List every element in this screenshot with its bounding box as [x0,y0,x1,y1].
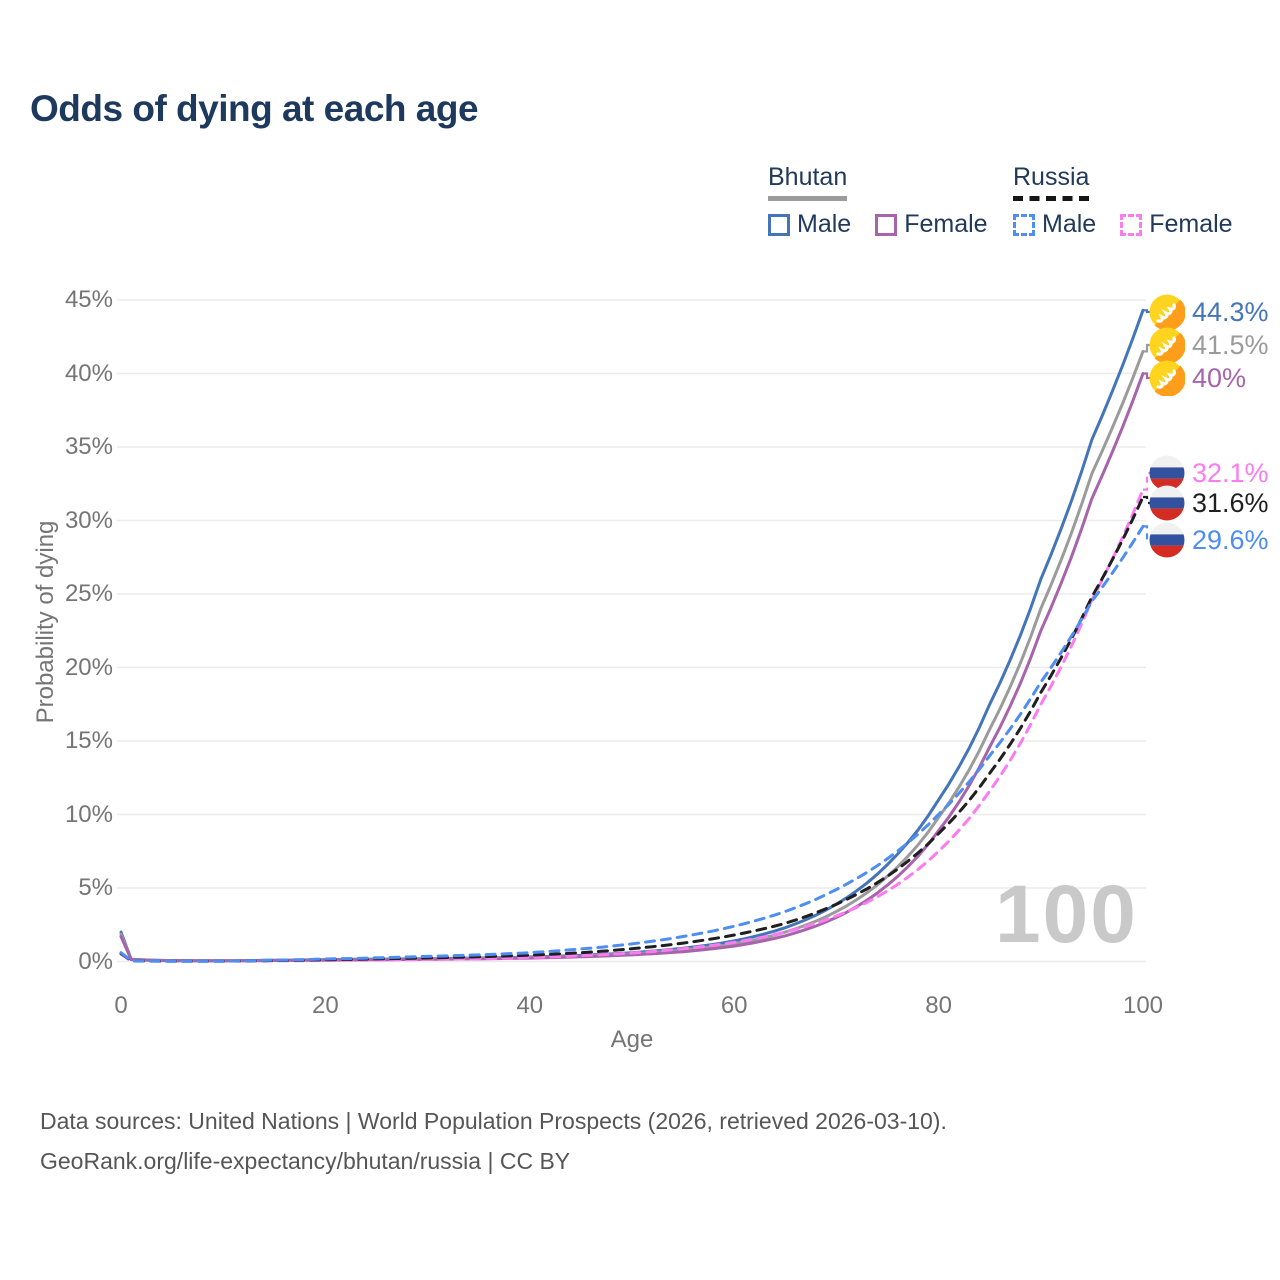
checkbox-bhutan-female[interactable] [875,213,898,236]
legend-row-bhutan: Male Female [768,210,1012,239]
series-line-russia [119,495,1145,963]
legend-item-bhutan-female[interactable]: Female [875,210,988,239]
age-watermark: 100 [995,869,1138,960]
russia-flag-icon [1149,455,1185,491]
series-line-bhutan-male [119,308,1145,963]
y-tick-label: 35% [64,433,113,460]
end-label-value: 29.6% [1192,524,1269,555]
y-tick-label: 30% [64,506,113,534]
series-line-russia-female [119,488,1145,963]
bhutan-flag-icon [1149,327,1185,363]
bhutan-flag-icon [1149,294,1185,330]
attribution-note: GeoRank.org/life-expectancy/bhutan/russi… [40,1148,571,1174]
legend-label-russia-male: Male [1042,210,1097,238]
x-axis-title: Age [610,1026,654,1053]
end-label-russia-female: 32.1% [1149,454,1269,492]
end-label-bhutan-male: 44.3% [1149,293,1269,331]
end-label-value: 40% [1192,362,1247,393]
y-tick-label: 15% [64,727,113,754]
end-label-value: 31.6% [1192,487,1269,518]
legend-country-bhutan: Bhutan [768,163,848,201]
end-label-value: 44.3% [1192,296,1269,327]
y-tick-label: 40% [64,359,113,387]
y-tick-label: 5% [78,874,113,901]
x-tick-label: 20 [312,992,339,1019]
legend-label-bhutan-female: Female [904,210,988,238]
series-line-bhutan [119,349,1145,963]
label-connector [1143,525,1152,542]
data-sources-note: Data sources: United Nations | World Pop… [40,1108,947,1134]
legend-row-russia: Male Female [1013,210,1257,239]
checkbox-russia-female[interactable] [1120,213,1143,236]
checkbox-bhutan-male[interactable] [768,213,790,236]
series-line-russia-male [119,524,1145,963]
legend-label-russia-female: Female [1149,210,1233,238]
end-label-russia-male: 29.6% [1149,521,1269,559]
legend-item-bhutan-male[interactable]: Male [768,210,851,239]
legend-group-bhutan: Bhutan Male Female [768,163,1012,239]
end-label-bhutan: 41.5% [1149,326,1269,364]
y-tick-label: 25% [64,580,113,607]
y-tick-label: 0% [78,947,113,975]
x-tick-label: 40 [516,992,544,1019]
legend-item-russia-male[interactable]: Male [1013,210,1096,239]
x-tick-label: 80 [925,992,952,1019]
y-axis-title: Probability of dying [32,520,59,724]
page-title: Odds of dying at each age [30,88,479,129]
legend-country-russia: Russia [1013,163,1090,201]
legend-group-russia: Russia Male Female [1013,163,1257,239]
end-label-value: 41.5% [1192,329,1269,360]
checkbox-russia-male[interactable] [1013,213,1035,236]
y-tick-label: 10% [64,800,113,828]
russia-flag-icon [1149,522,1185,558]
russia-flag-icon [1149,485,1185,521]
x-tick-label: 60 [720,992,748,1019]
bhutan-flag-icon [1149,360,1185,396]
end-label-value: 32.1% [1192,457,1269,488]
x-tick-label: 0 [114,992,128,1019]
legend-item-russia-female[interactable]: Female [1120,210,1233,239]
y-tick-label: 20% [64,653,113,681]
x-tick-label: 100 [1122,992,1164,1019]
y-tick-label: 45% [64,286,113,313]
end-label-russia: 31.6% [1149,484,1269,522]
legend-label-bhutan-male: Male [797,210,852,238]
end-label-bhutan-female: 40% [1149,359,1246,397]
